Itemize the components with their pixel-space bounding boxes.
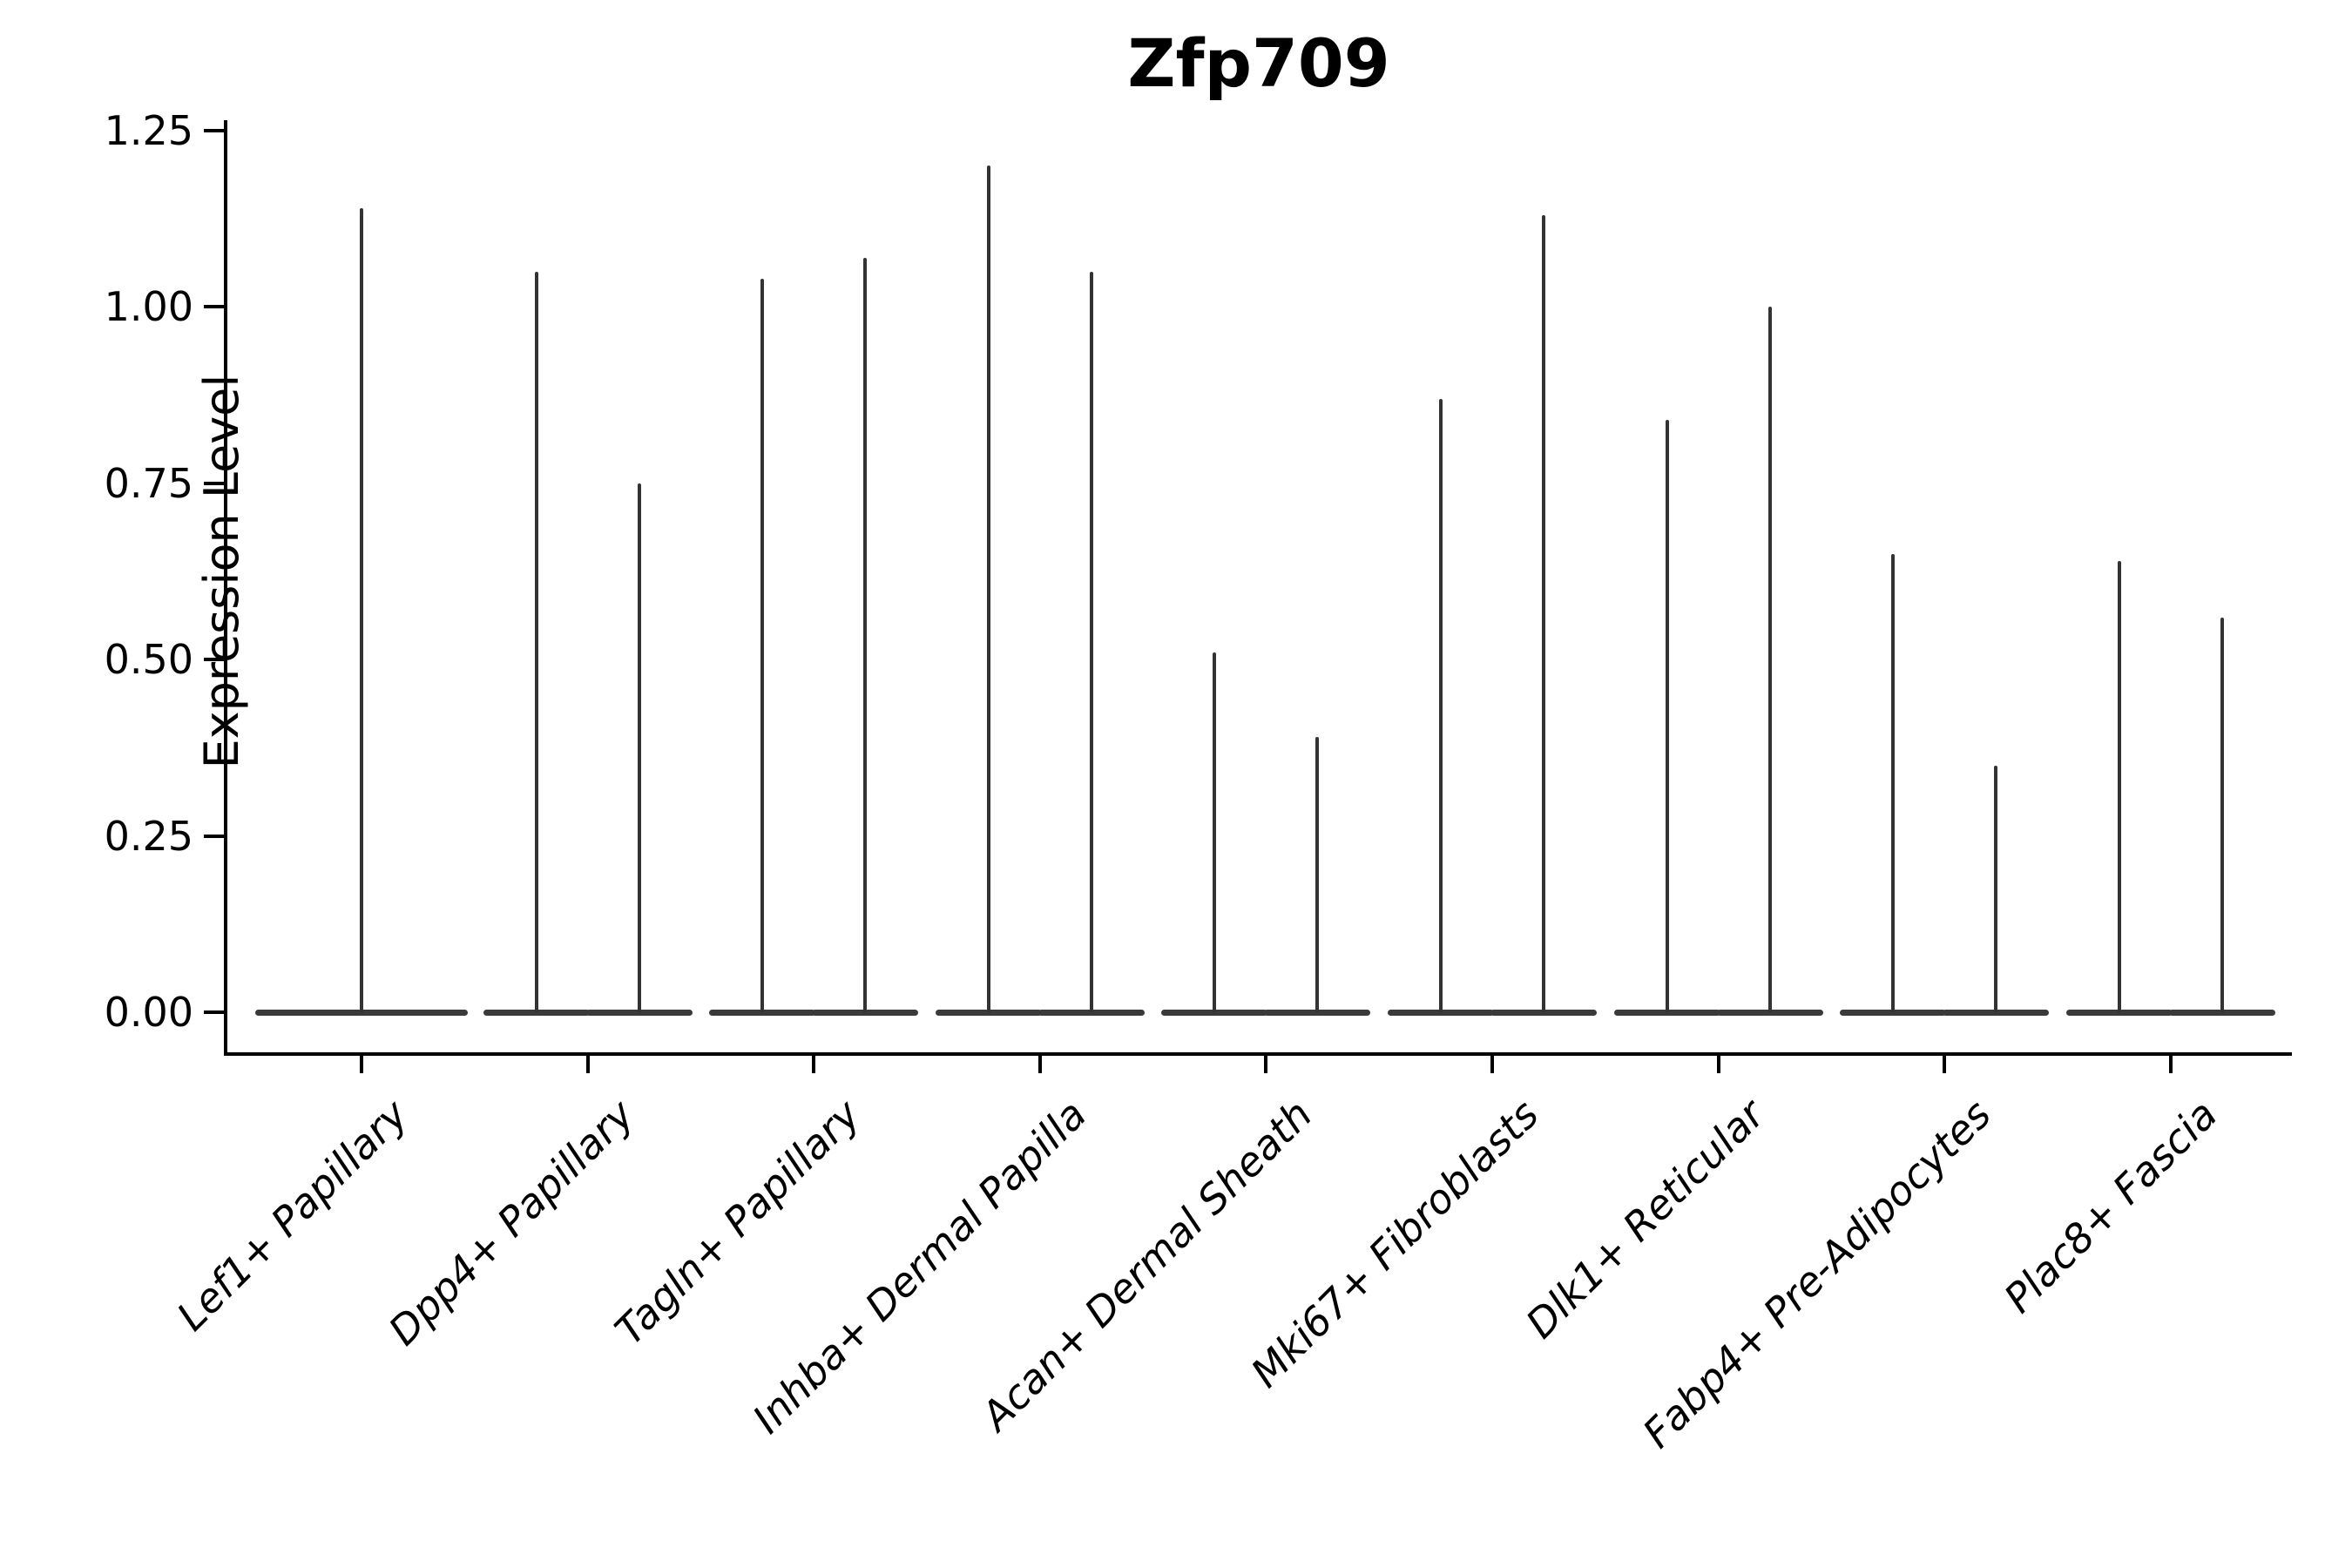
y-tick-label: 0.00 (104, 989, 193, 1036)
y-axis-label: Expression Level (193, 374, 249, 769)
violin-spike (1089, 271, 1093, 1012)
x-tick-label: Plac8+ Fascia (1994, 1091, 2226, 1322)
x-tick (585, 1054, 590, 1073)
y-tick (204, 305, 226, 309)
y-tick (204, 834, 226, 838)
y-tick (204, 129, 226, 132)
violin-spike (1439, 398, 1443, 1012)
y-tick-label: 0.25 (104, 812, 193, 860)
violin-spike (760, 279, 765, 1012)
violin-spike (863, 257, 868, 1012)
violin-base (1716, 1009, 1823, 1016)
x-tick (812, 1054, 816, 1073)
violin-spike (1542, 215, 1545, 1012)
violin-spike (2117, 560, 2121, 1012)
violin-spike (637, 483, 641, 1012)
chart-title: Zfp709 (1127, 24, 1390, 102)
violin-base (1037, 1009, 1145, 1016)
x-tick (360, 1054, 363, 1073)
y-tick-label: 0.75 (104, 459, 193, 507)
y-tick (204, 658, 226, 662)
x-tick (1490, 1054, 1494, 1073)
violin-base (2065, 1009, 2173, 1016)
x-tick (1943, 1054, 1947, 1073)
y-tick (204, 1010, 226, 1014)
violin-spike (1315, 737, 1320, 1012)
x-tick-label: Dpp4+ Papillary (379, 1091, 643, 1355)
violin-base (1943, 1009, 2050, 1016)
violin-spike (986, 166, 990, 1012)
violin-base (1613, 1009, 1720, 1016)
violin-base (709, 1009, 816, 1016)
x-axis-spine (224, 1052, 2292, 1056)
violin-base (1161, 1009, 1268, 1016)
violin-spike (1767, 307, 1772, 1012)
y-tick-label: 0.50 (104, 636, 193, 684)
violin-base (1264, 1009, 1371, 1016)
violin-spike (1994, 765, 1998, 1012)
violin-base (1840, 1009, 1947, 1016)
violin-spike (1213, 652, 1217, 1012)
x-tick-label: Tagln+ Papillary (605, 1091, 869, 1355)
violin-base (935, 1009, 1042, 1016)
x-tick (1716, 1054, 1720, 1073)
y-tick (204, 481, 226, 485)
violin-spike (534, 271, 538, 1012)
violin-base (483, 1009, 590, 1016)
violin-spike (360, 208, 363, 1012)
y-tick-label: 1.25 (104, 107, 193, 154)
violin-base (812, 1009, 919, 1016)
violin-spike (2220, 617, 2224, 1012)
violin-speck (1994, 832, 1998, 841)
x-tick (2168, 1054, 2173, 1073)
violin-base (1388, 1009, 1494, 1016)
y-tick-label: 1.00 (104, 283, 193, 331)
violin-spike (1891, 553, 1896, 1012)
x-tick (1037, 1054, 1042, 1073)
x-tick-label: Lef1+ Papillary (167, 1091, 417, 1340)
x-tick-label: Dlk1+ Reticular (1517, 1091, 1774, 1348)
y-axis-spine (224, 120, 227, 1056)
violin-base (255, 1009, 468, 1016)
x-tick (1264, 1054, 1268, 1073)
violin-base (2168, 1009, 2275, 1016)
violin-spike (1665, 419, 1669, 1012)
violin-base (585, 1009, 693, 1016)
violin-speck (1994, 916, 1998, 925)
violin-base (1490, 1009, 1597, 1016)
